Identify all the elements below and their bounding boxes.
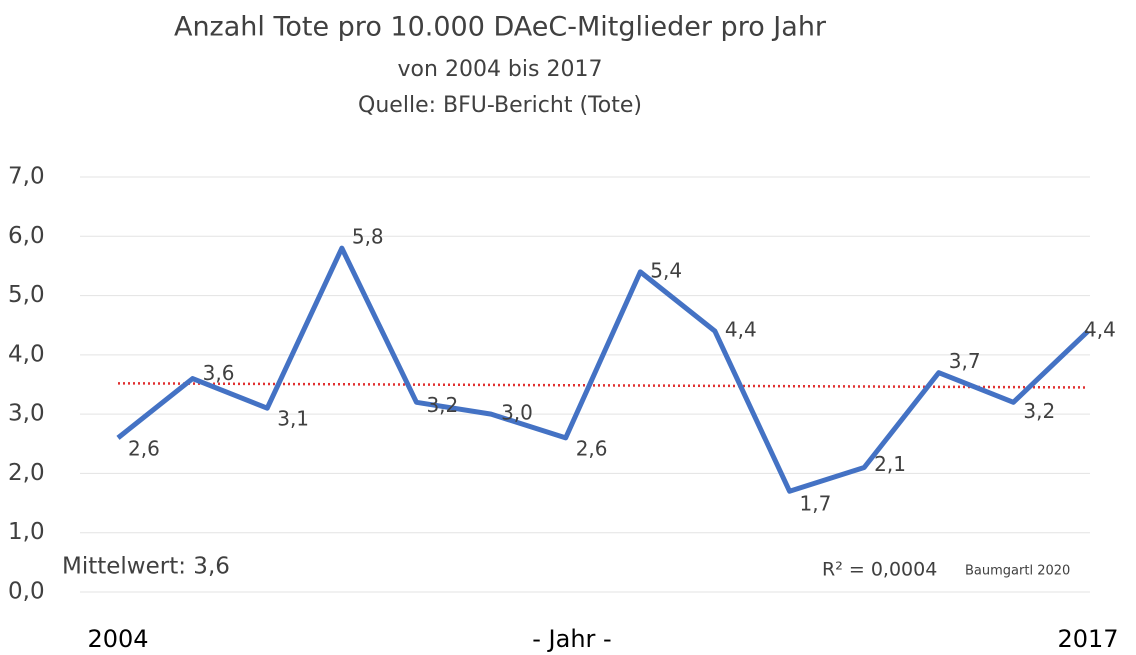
y-tick-label: 2,0 <box>8 460 45 486</box>
data-label: 4,4 <box>725 318 757 342</box>
data-label: 5,4 <box>650 258 682 282</box>
data-label: 3,2 <box>1023 399 1055 423</box>
x-tick-label: 2017 <box>1057 625 1118 653</box>
x-tick-label: 2004 <box>87 625 148 653</box>
data-label: 2,6 <box>576 436 608 460</box>
data-label: 3,0 <box>501 401 533 425</box>
data-label: 3,1 <box>277 407 309 431</box>
y-tick-label: 3,0 <box>8 401 45 427</box>
data-label: 5,8 <box>352 225 384 249</box>
chart-subtitle: Quelle: BFU-Bericht (Tote) <box>358 93 642 118</box>
data-label: 2,6 <box>128 436 160 460</box>
y-tick-label: 6,0 <box>8 223 45 249</box>
y-tick-label: 4,0 <box>8 341 45 367</box>
annotation: Mittelwert: 3,6 <box>62 554 230 580</box>
annotation: Baumgartl 2020 <box>965 564 1070 579</box>
trend-line <box>117 382 1089 389</box>
y-tick-label: 0,0 <box>8 579 45 605</box>
data-label: 3,7 <box>949 349 981 373</box>
data-line <box>116 245 1090 494</box>
y-tick-label: 7,0 <box>8 164 45 190</box>
data-label: 4,4 <box>1084 318 1116 342</box>
annotation: R² = 0,0004 <box>822 559 937 581</box>
data-label: 1,7 <box>800 492 832 516</box>
chart-title: Anzahl Tote pro 10.000 DAeC-Mitglieder p… <box>174 12 827 43</box>
data-label: 3,6 <box>203 361 235 385</box>
y-tick-label: 5,0 <box>8 282 45 308</box>
data-label: 3,2 <box>426 393 458 417</box>
y-tick-label: 1,0 <box>8 519 45 545</box>
chart-subtitle: von 2004 bis 2017 <box>398 57 603 82</box>
data-label: 2,1 <box>874 452 906 476</box>
x-axis-label: - Jahr - <box>532 625 611 653</box>
